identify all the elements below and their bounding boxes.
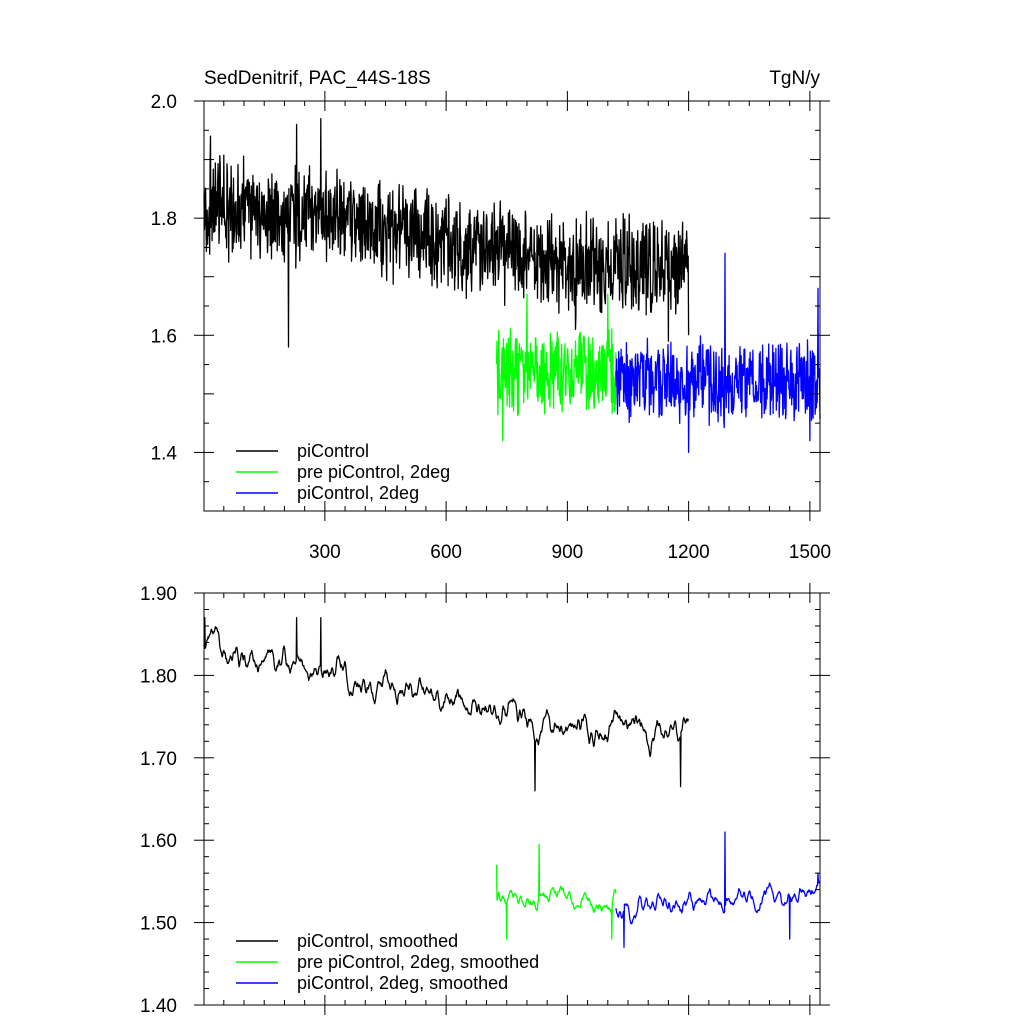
x-tick-label: 300 [309,542,341,563]
series-line-1 [495,293,617,442]
axis-tick-labels: 1.40 1.50 1.60 1.70 1.80 1.90 [140,584,177,1017]
series-line-0 [203,117,690,348]
axis-ticks [194,91,830,521]
legend-label: piControl, 2deg [297,483,419,503]
legend-label: piControl, 2deg, smoothed [297,973,508,993]
y-tick-label: 1.40 [140,996,177,1017]
y-tick-label: 1.8 [151,209,177,230]
legend-label: piControl [297,441,369,461]
chart-panel-bottom: 1.40 1.50 1.60 1.70 1.80 1.90 piControl, smoo… [140,583,830,1017]
chart-title: SedDenitrif, PAC_44S-18S [204,68,431,89]
plot-frame [203,100,821,512]
plot-lines [203,617,821,948]
y-tick-label: 1.80 [140,666,177,687]
series-line-2 [615,252,821,454]
x-tick-label: 1200 [667,542,709,563]
y-tick-label: 1.4 [151,443,178,464]
x-tick-label: 900 [552,542,584,563]
y-tick-label: 1.6 [151,326,177,347]
y-tick-label: 1.90 [140,584,177,605]
plot-frame [203,592,821,1006]
series-line-2 [615,831,821,948]
series-line-1 [495,843,617,940]
y-tick-label: 1.60 [140,831,177,852]
legend-label: piControl, smoothed [297,931,458,951]
axis-tick-labels: 300 600 900 1200 1500 1.4 1.6 1.8 2.0 [151,92,831,563]
y-tick-label: 1.50 [140,914,177,935]
y-tick-label: 1.70 [140,749,177,770]
chart-panel-top: SedDenitrif, PAC_44S-18S TgN/y 300 600 900… [151,68,831,563]
plot-lines [203,117,821,454]
chart-units-label: TgN/y [769,68,820,89]
x-tick-label: 1500 [789,542,831,563]
x-tick-label: 600 [430,542,462,563]
series-line-0 [203,617,689,792]
legend-label: pre piControl, 2deg [297,462,450,482]
legend-label: pre piControl, 2deg, smoothed [297,952,539,972]
axis-ticks [194,583,830,1015]
y-tick-label: 2.0 [151,92,177,113]
